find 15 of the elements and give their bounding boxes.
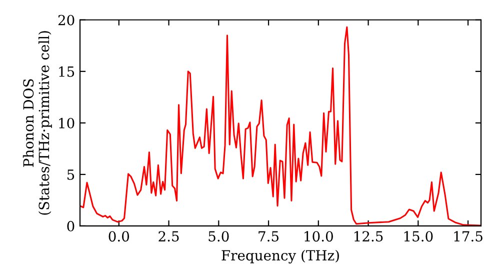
y-tick-label: 15 xyxy=(59,66,74,77)
x-tick-label: 12.5 xyxy=(354,231,383,242)
y-tick-label: 20 xyxy=(58,14,74,26)
y-tick-label: 5 xyxy=(67,170,74,180)
x-tick-label: 5.0 xyxy=(208,231,229,242)
x-tick-label: 10.0 xyxy=(304,231,333,242)
y-axis-title: Phonon DOS (States/THz·primitive cell) xyxy=(22,31,52,215)
x-axis-title: Frequency (THz) xyxy=(222,250,339,264)
x-tick-label: 0.0 xyxy=(108,231,130,242)
x-tick-label: 17.5 xyxy=(454,231,482,242)
x-tick-label: 15.0 xyxy=(404,231,433,242)
x-tick-label: 7.5 xyxy=(258,231,278,242)
x-tick-label: 2.5 xyxy=(158,231,179,242)
y-tick-label: 10 xyxy=(59,118,74,128)
y-tick-label: 0 xyxy=(67,220,74,232)
